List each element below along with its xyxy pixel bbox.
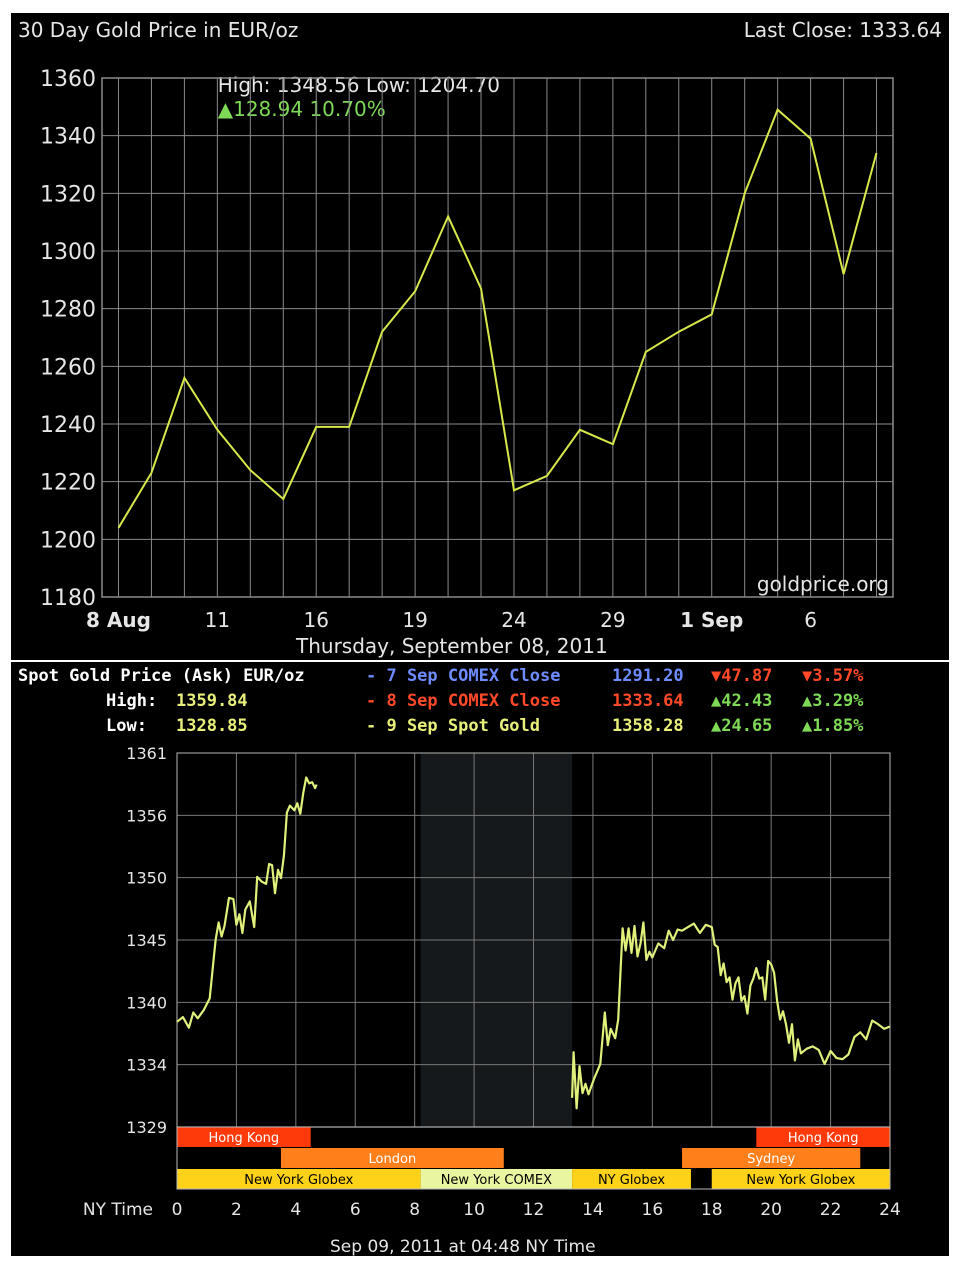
legend-change: ▼47.87 [711, 666, 773, 686]
low-label: Low: [106, 716, 147, 736]
bottom-chart-title: Spot Gold Price (Ask) EUR/oz [18, 666, 305, 686]
top-price-chart: 1180 1200 1220 1240 1260 1280 1300 1320 1340 1360… [40, 67, 894, 632]
legend-percent: ▲3.29% [802, 691, 864, 711]
x-tick-label: 24 [501, 608, 526, 632]
x-tick-label: 6 [804, 608, 817, 632]
price-line [117, 108, 878, 529]
legend-price: 1333.64 [612, 691, 684, 711]
low-value: 1328.85 [176, 716, 248, 736]
legend-percent: ▲1.85% [802, 716, 864, 736]
x-tick-label: 19 [402, 608, 427, 632]
watermark-text: goldprice.org [757, 572, 889, 596]
y-tick-label: 1340 [40, 125, 96, 150]
top-date-footer: Thursday, September 08, 2011 [296, 634, 608, 658]
legend-change: ▲24.65 [711, 716, 773, 736]
up-arrow-icon: ▲ [217, 97, 234, 121]
change-value: 128.94 10.70% [233, 97, 386, 121]
y-tick-label: 1180 [40, 586, 96, 611]
last-close-label: Last Close: 1333.64 [743, 18, 942, 42]
legend-price: 1358.28 [612, 716, 684, 736]
x-tick-label: 1 Sep [680, 608, 743, 632]
high-low-text: High: 1348.56 Low: 1204.70 [217, 73, 500, 97]
legend-label: - 7 Sep COMEX Close [366, 666, 561, 686]
plot-border [101, 77, 894, 598]
y-tick-label: 1280 [40, 298, 96, 323]
chart-divider [11, 660, 949, 662]
legend-percent: ▼3.57% [802, 666, 864, 686]
y-tick-label: 1360 [40, 67, 96, 92]
x-tick-label: 11 [205, 608, 230, 632]
legend-label: - 9 Sep Spot Gold [366, 716, 540, 736]
high-value: 1359.84 [176, 691, 248, 711]
y-tick-label: 1220 [40, 471, 96, 496]
high-label: High: [106, 691, 158, 711]
legend-price: 1291.20 [612, 666, 684, 686]
y-tick-label: 1320 [40, 182, 96, 207]
legend-change: ▲42.43 [711, 691, 773, 711]
y-tick-label: 1240 [40, 413, 96, 438]
x-tick-label: 8 Aug [86, 608, 151, 632]
y-tick-label: 1260 [40, 355, 96, 380]
legend-label: - 8 Sep COMEX Close [366, 691, 561, 711]
y-tick-label: 1200 [40, 528, 96, 553]
top-high-low-row: High: 1348.56 Low: 1204.70 ▲128.94 10.70… [205, 49, 500, 121]
top-chart-title: 30 Day Gold Price in EUR/oz [18, 18, 299, 42]
x-tick-label: 29 [600, 608, 625, 632]
x-tick-label: 16 [304, 608, 329, 632]
bottom-footer: Sep 09, 2011 at 04:48 NY Time [330, 1237, 596, 1257]
y-tick-label: 1300 [40, 240, 96, 265]
